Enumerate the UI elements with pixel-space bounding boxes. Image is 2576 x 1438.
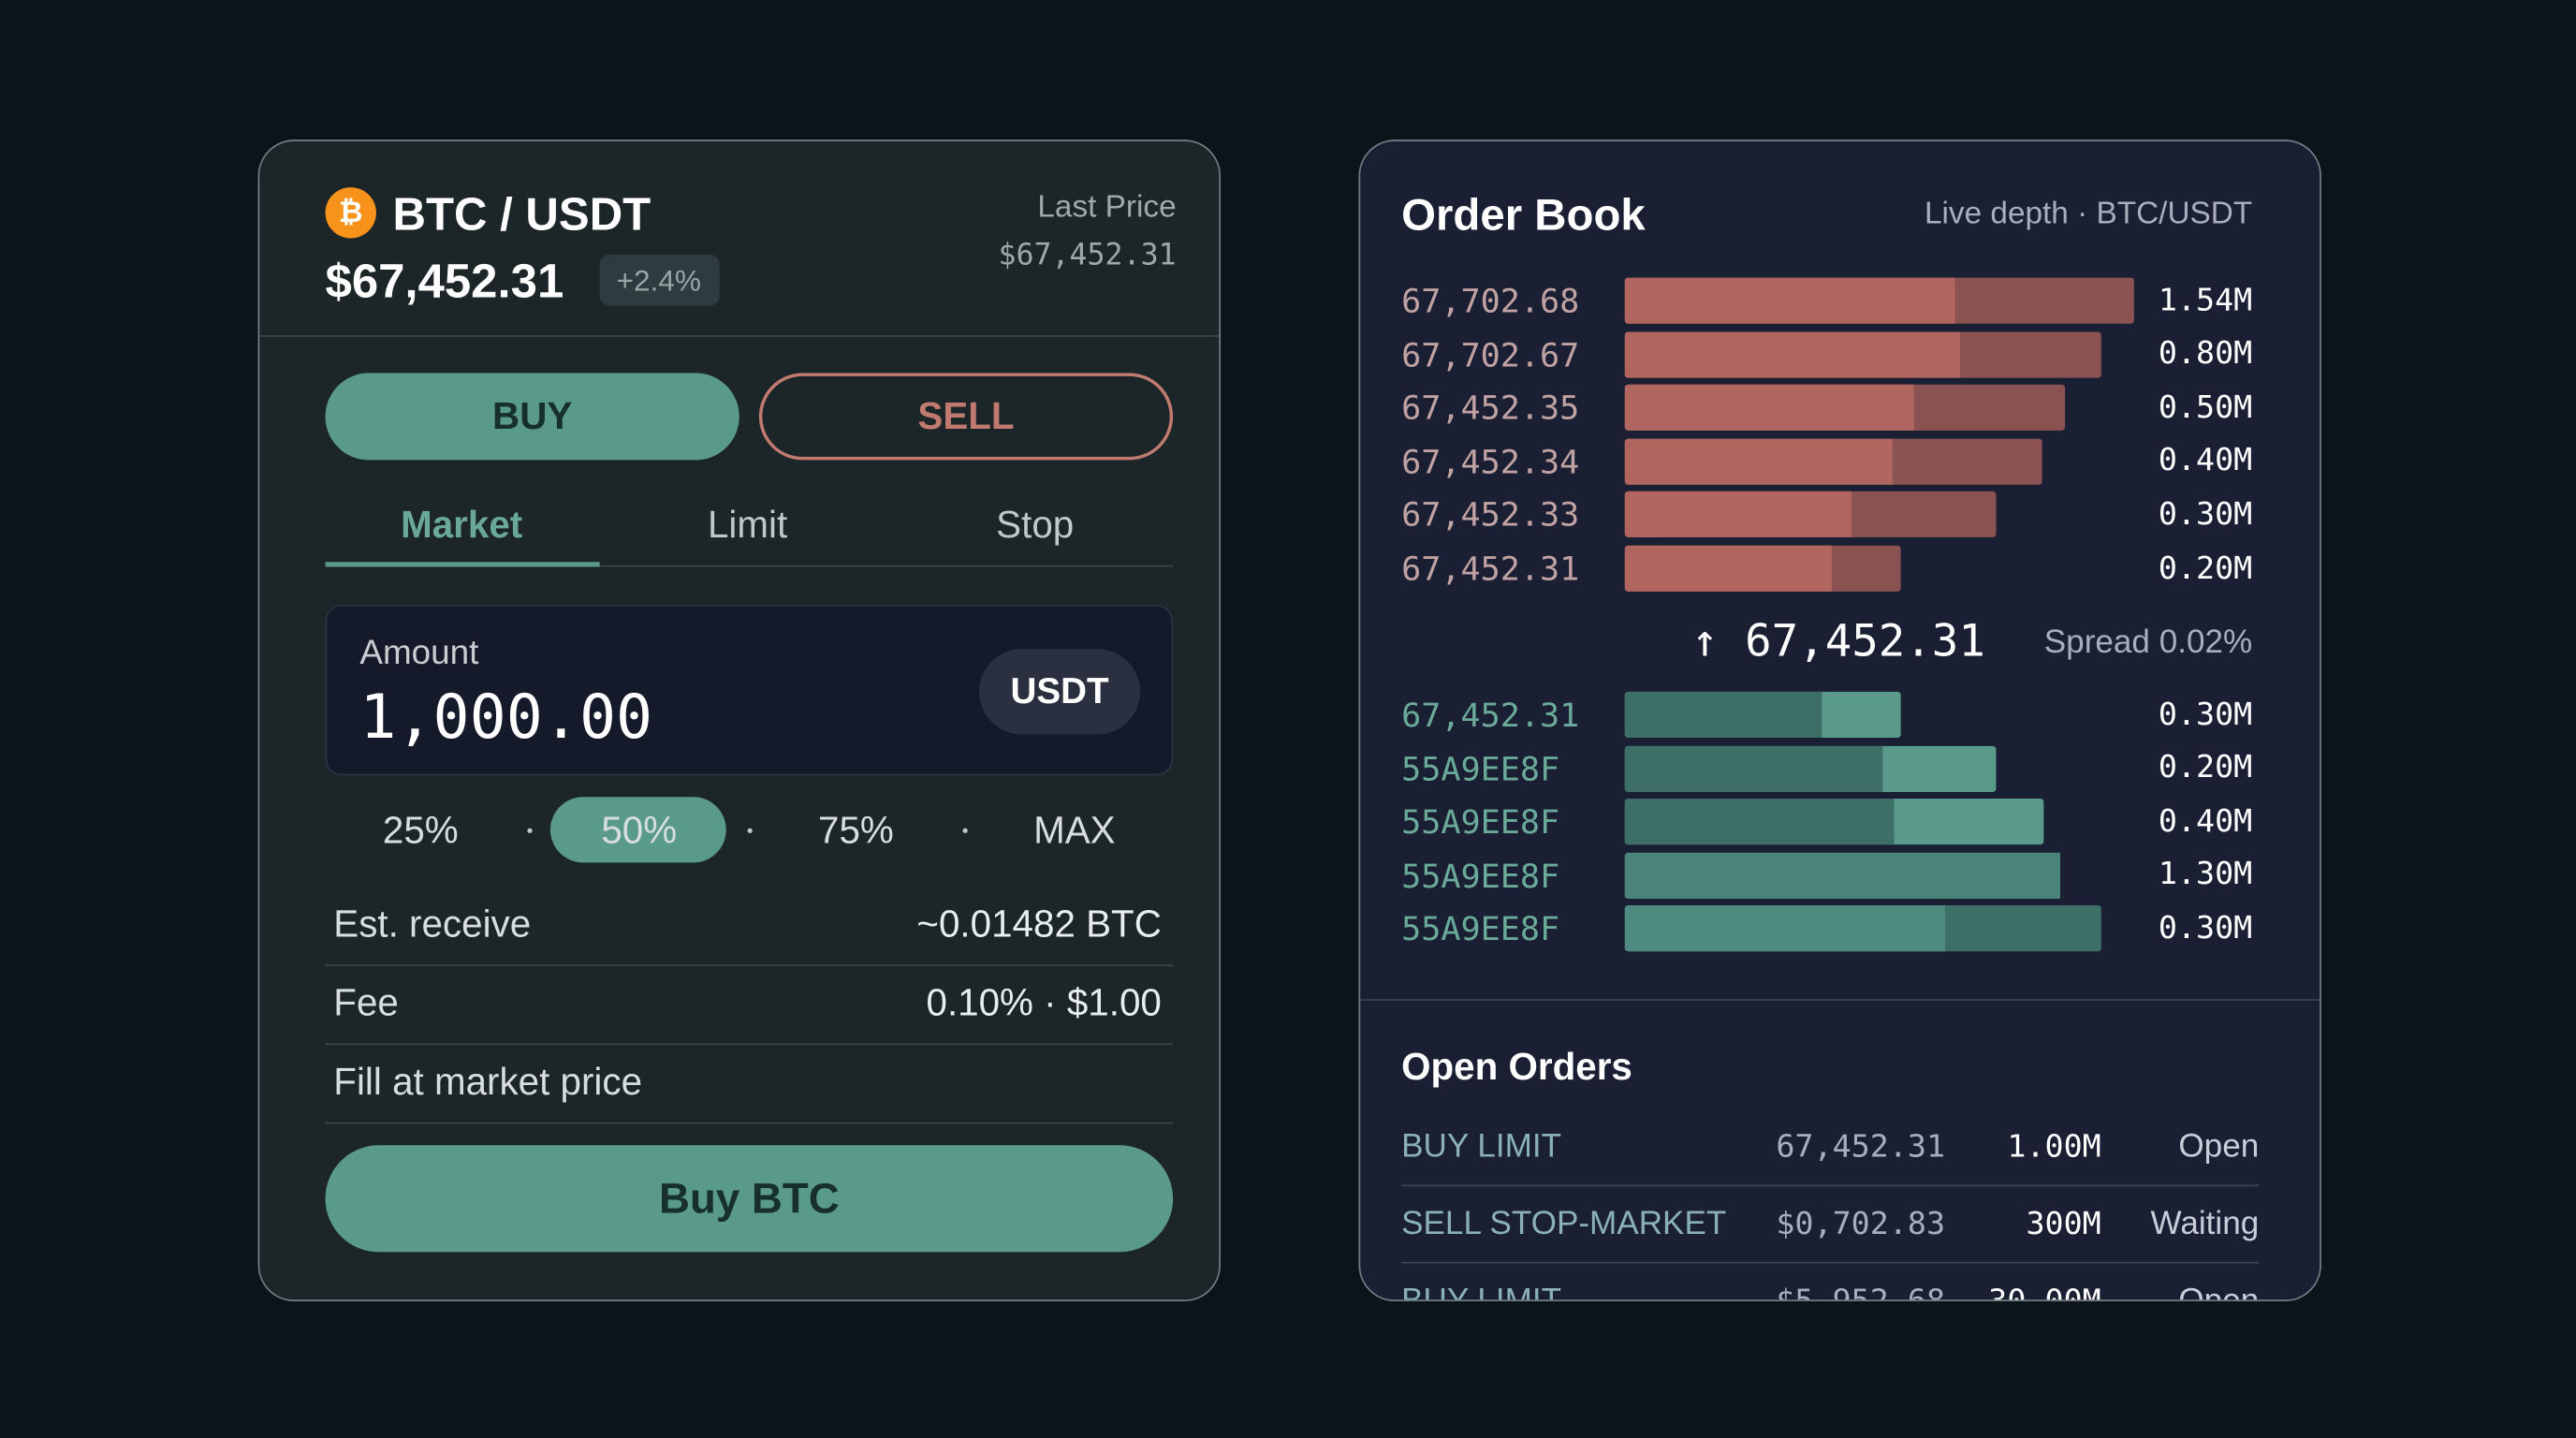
order-status: Open (2178, 1128, 2260, 1166)
amount-label: Amount (359, 635, 479, 673)
order-size: 30.00M (1988, 1283, 2101, 1302)
spread: Spread 0.02% (2043, 624, 2253, 661)
bid-price: 67,452.31 (1401, 695, 1580, 735)
change: +2.4% (616, 264, 702, 299)
order-type: BUY LIMIT (1401, 1128, 1562, 1166)
note: Fill at market price (333, 1060, 643, 1104)
dot (961, 828, 967, 833)
percentage: 75% (817, 808, 894, 852)
ask-fill (1624, 277, 1955, 324)
submit-button[interactable] (325, 1145, 1174, 1253)
pair: BTC / USDT (392, 189, 651, 241)
bid-fill (1624, 905, 1946, 952)
btc-icon: ₿ (325, 187, 376, 239)
detail-value: 0.10% · $1.00 (926, 981, 1162, 1024)
row-divider (325, 1043, 1174, 1046)
bid-price: 55A9EE8F (1401, 856, 1560, 896)
ask-size: 0.50M (2158, 389, 2253, 426)
currency-pill[interactable] (979, 649, 1141, 735)
bid-price: 55A9EE8F (1401, 748, 1560, 788)
order-size: 300M (2026, 1205, 2101, 1242)
amount: 1,000.00 (359, 682, 653, 753)
tab-underline (325, 562, 600, 567)
open-orders-title: Open Orders (1401, 1045, 1632, 1089)
bid-size: 0.40M (2158, 802, 2253, 840)
order-price: $5,952.68 (1776, 1283, 1946, 1302)
order-status: Waiting (2150, 1206, 2260, 1242)
ask-price: 67,702.68 (1401, 281, 1580, 321)
percentage: MAX (1033, 808, 1116, 852)
bid-fill (1624, 691, 1822, 739)
order-size: 1.00M (2007, 1128, 2101, 1165)
row-divider (1401, 1261, 2260, 1264)
order-type: SELL STOP-MARKET (1401, 1206, 1727, 1242)
pct-pill[interactable] (549, 797, 726, 863)
ask-size: 0.20M (2158, 550, 2253, 586)
bid-price: 55A9EE8F (1401, 909, 1560, 949)
row-divider (325, 1122, 1174, 1124)
mid-price: ↑ 67,452.31 (1691, 615, 1985, 668)
tabs-divider (325, 565, 1174, 567)
bid-fill (1624, 852, 2060, 899)
bid-size: 1.30M (2158, 857, 2253, 893)
detail-label: Est. receive (333, 902, 532, 946)
order-price: $0,702.83 (1776, 1205, 1946, 1242)
ask-size: 0.30M (2158, 496, 2253, 533)
bid-size: 0.30M (2158, 696, 2253, 733)
ask-fill (1624, 545, 1832, 592)
order-status: Open (2178, 1282, 2259, 1300)
ask-price: 67,452.33 (1401, 494, 1580, 536)
currency: USDT (1010, 669, 1109, 712)
percentage: 25% (382, 808, 459, 852)
row-divider (325, 964, 1174, 966)
bid-size: 0.30M (2158, 910, 2253, 946)
change-badge (599, 255, 720, 306)
ask-price: 67,702.67 (1401, 334, 1580, 374)
sell-label: SELL (917, 394, 1015, 438)
bid-size: 0.20M (2158, 749, 2253, 786)
dot (526, 828, 532, 833)
subtitle: Live depth · BTC/USDT (1924, 196, 2253, 231)
ask-price: 67,452.34 (1401, 441, 1580, 481)
trade-card: ₿ BTC / USDT $67,452.31 +2.4% Last Price $67,… (257, 139, 1222, 1302)
ask-size: 1.54M (2158, 282, 2253, 318)
dot (746, 828, 752, 833)
detail-label: Fee (333, 981, 399, 1024)
bid-fill (1624, 799, 1895, 845)
ask-fill (1624, 330, 1960, 377)
last-price: $67,452.31 (998, 238, 1177, 273)
row-divider (1401, 1184, 2260, 1187)
section-divider (1360, 999, 2320, 1001)
submit-label: Buy BTC (658, 1173, 840, 1224)
last-price-label: Last Price (1037, 189, 1177, 225)
bid-price: 55A9EE8F (1401, 801, 1560, 842)
divider (259, 335, 1220, 337)
order-price: 67,452.31 (1776, 1128, 1946, 1165)
sell-tab[interactable] (758, 373, 1174, 461)
percentage: 50% (601, 808, 678, 852)
bid-fill (1624, 745, 1883, 792)
order-type: Market (401, 503, 523, 547)
detail-value: ~0.01482 BTC (916, 902, 1162, 946)
order-type: Limit (707, 503, 788, 547)
ask-size: 0.40M (2158, 442, 2253, 479)
order-type: Stop (996, 503, 1075, 547)
price: $67,452.31 (325, 256, 564, 309)
ask-price: 67,452.31 (1401, 549, 1580, 589)
order-book-card: Order Book Live depth · BTC/USDT 67,702.68… (1358, 139, 2321, 1302)
ask-fill (1624, 492, 1852, 538)
ask-price: 67,452.35 (1401, 388, 1580, 428)
ask-fill (1624, 438, 1893, 485)
order-type: BUY LIMIT (1401, 1282, 1561, 1300)
title: Order Book (1401, 190, 1646, 240)
ask-size: 0.80M (2158, 335, 2253, 372)
buy-tab[interactable] (325, 373, 739, 461)
ask-fill (1624, 385, 1914, 432)
buy-label: BUY (492, 394, 573, 438)
